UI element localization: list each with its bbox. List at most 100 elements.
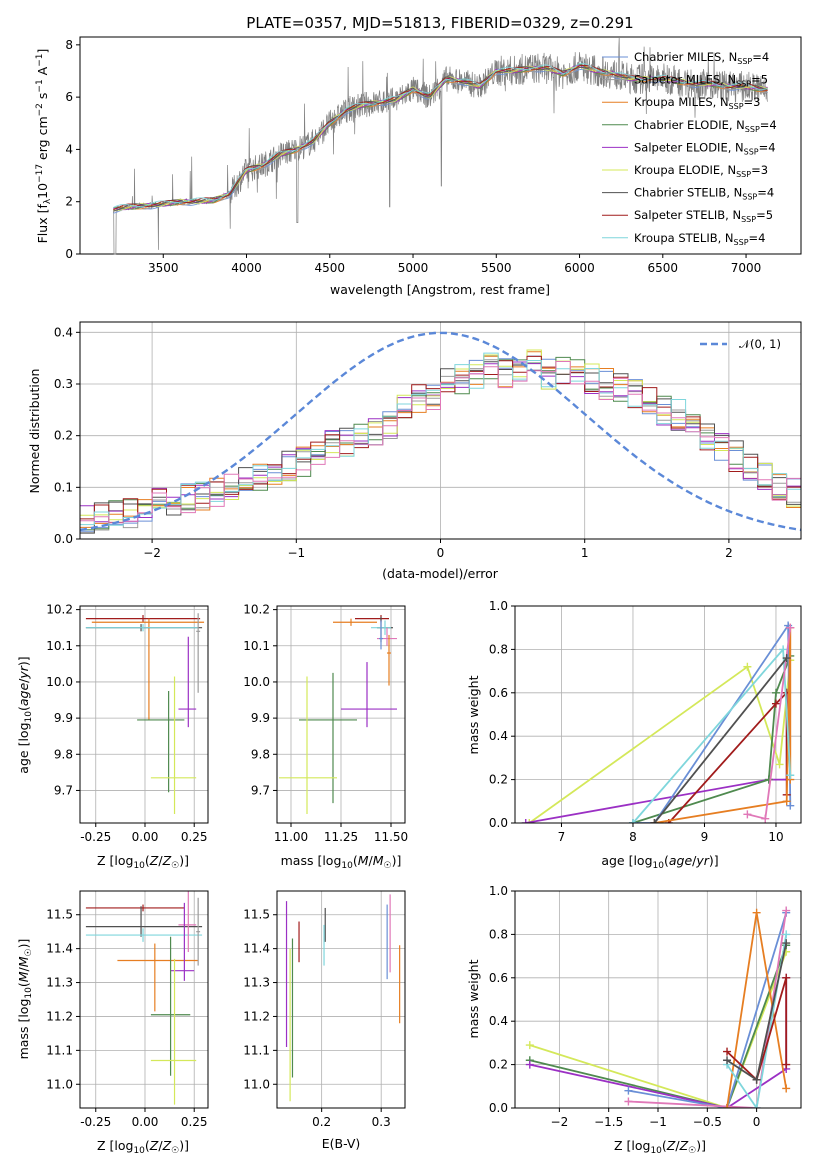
spectrum-ylabel: Flux [fλ10−17 erg cm−2 s−1 A−1] <box>35 49 53 244</box>
panel-ytick-label: 10.2 <box>46 603 73 617</box>
weight-marker <box>786 771 795 780</box>
mass-vs-metallicity-panel: -0.25 0.00 0.25 11.0 11.1 11.2 11.3 11.4 11.5 <box>46 890 209 1129</box>
panel-ytick-label: 0.0 <box>489 1101 508 1115</box>
weight-marker <box>624 1097 633 1106</box>
weight-line <box>529 951 788 1108</box>
panel-xtick-label: 0.25 <box>181 1115 208 1129</box>
weight-vs-metallicity-panel: −2 −1.5 −1 −0.5 0 0.0 0.2 0.4 0.6 0.8 1.0 <box>489 884 802 1129</box>
panel-ytick-label: 11.5 <box>46 908 73 922</box>
weight-line <box>726 977 788 1082</box>
panel-ytick-label: 11.3 <box>243 976 270 990</box>
panel-frame <box>514 605 802 824</box>
gaussian-curve <box>79 331 802 532</box>
weight-marker <box>764 775 773 784</box>
panel-ytick-label: 11.1 <box>46 1043 73 1057</box>
panel-marks <box>279 615 397 814</box>
weight-marker <box>761 814 770 823</box>
panel-ytick-label: 11.4 <box>46 942 73 956</box>
gaussian-legend-label: 𝒩(0, 1) <box>739 337 781 351</box>
model-spectrum-line <box>113 65 768 211</box>
histogram-xlabel: (data-model)/error <box>382 566 499 581</box>
weight-marker <box>723 1056 732 1065</box>
age-z-xlabel: Z [log10(Z/Z☉)] <box>97 853 189 871</box>
legend-entry: Chabrier STELIB, NSSP=4 <box>634 186 774 202</box>
panel-ytick-label: 11.4 <box>243 942 270 956</box>
panel-xtick-label: −0.5 <box>693 1115 722 1129</box>
panel-ytick-label: 9.9 <box>251 711 270 725</box>
spectrum-xtick-label: 5500 <box>481 261 512 275</box>
panel-frame <box>79 890 209 1109</box>
panel-frame <box>79 605 209 824</box>
panel-ytick-label: 11.2 <box>46 1009 73 1023</box>
spectrum-xtick-label: 6500 <box>648 261 679 275</box>
panel-xtick-label: 0.25 <box>181 830 208 844</box>
spectrum-legend: Chabrier MILES, NSSP=4 Salpeter MILES, NS… <box>602 50 777 247</box>
legend-entry: Salpeter MILES, NSSP=5 <box>634 73 768 89</box>
weight-line <box>653 657 788 823</box>
panel-xtick-label: 11.50 <box>374 830 408 844</box>
panel-xtick-label: −1.5 <box>594 1115 623 1129</box>
weight-marker <box>525 1060 534 1069</box>
weight-marker <box>782 939 791 948</box>
weight-age-xlabel: age [log10(age/yr)] <box>601 853 718 871</box>
hist-xtick-label: −2 <box>143 546 161 560</box>
hist-xtick-label: 1 <box>581 546 589 560</box>
histogram-steps <box>80 349 801 534</box>
panel-ytick-label: 10.0 <box>243 675 270 689</box>
spectrum-ytick-label: 8 <box>65 38 73 52</box>
panel-xtick-label: -0.25 <box>80 830 111 844</box>
mass-z-ylabel: mass [log10(M/M☉)] <box>16 939 34 1060</box>
panel-ytick-label: 11.0 <box>243 1077 270 1091</box>
panel-xtick-label: −2 <box>551 1115 569 1129</box>
age-mass-xlabel: mass [log10(M/M☉)] <box>281 853 402 871</box>
panel-xtick-label: -0.25 <box>80 1115 111 1129</box>
panel-ytick-label: 0.6 <box>489 686 508 700</box>
weight-marker <box>521 819 530 823</box>
weight-marker <box>782 906 791 915</box>
panel-ytick-label: 0.2 <box>489 773 508 787</box>
spectrum-xlabel: wavelength [Angstrom, rest frame] <box>330 282 550 297</box>
panel-marks <box>285 894 401 1102</box>
panel-ytick-label: 0.6 <box>489 971 508 985</box>
histogram-ticks: −2 −1 0 1 2 0.0 0.1 0.2 0.3 0.4 <box>54 325 733 560</box>
weight-marker <box>775 760 784 769</box>
weight-line <box>654 627 792 823</box>
panel-frame <box>276 890 406 1109</box>
weight-marker <box>786 623 795 632</box>
panel-ytick-label: 1.0 <box>489 884 508 898</box>
panel-xtick-label: −1 <box>649 1115 667 1129</box>
panel-ytick-label: 0.8 <box>489 642 508 656</box>
panel-ytick-label: 9.7 <box>251 783 270 797</box>
spectrum-ytick-label: 4 <box>65 142 73 156</box>
legend-entry: Chabrier ELODIE, NSSP=4 <box>634 118 777 134</box>
weight-line <box>628 910 788 1108</box>
panel-ytick-label: 9.8 <box>54 747 73 761</box>
spectrum-xtick-label: 4500 <box>314 261 345 275</box>
panel-marks <box>521 621 795 823</box>
weight-marker <box>782 930 791 939</box>
panel-xtick-label: 0 <box>753 1115 761 1129</box>
panel-ytick-label: 11.0 <box>46 1077 73 1091</box>
weight-marker <box>779 645 788 654</box>
legend-entry: Kroupa ELODIE, NSSP=3 <box>634 163 768 179</box>
panel-ytick-label: 1.0 <box>489 599 508 613</box>
weight-z-xlabel: Z [log10(Z/Z☉)] <box>614 1138 706 1156</box>
panel-ytick-label: 10.0 <box>46 675 73 689</box>
weight-marker <box>525 819 534 823</box>
weight-line <box>628 912 788 1108</box>
weight-vs-age-panel: 7 8 9 10 0.0 0.2 0.4 0.6 0.8 1.0 <box>489 599 802 844</box>
weight-line <box>528 660 792 823</box>
panel-xtick-label: 11.00 <box>274 830 308 844</box>
weight-line <box>632 655 792 823</box>
hist-ytick-label: 0.3 <box>54 377 73 391</box>
spectrum-ticks: 3500 4000 4500 5000 5500 6000 6500 7000 0 2 4 6 8 <box>65 38 761 275</box>
panel-ytick-label: 10.2 <box>243 603 270 617</box>
panel-xtick-label: 0.2 <box>312 1115 331 1129</box>
mass-z-xlabel: Z [log10(Z/Z☉)] <box>97 1138 189 1156</box>
panel-ytick-label: 10.1 <box>46 639 73 653</box>
hist-ytick-label: 0.0 <box>54 532 73 546</box>
model-spectrum-line <box>113 62 768 208</box>
spectrum-xtick-label: 3500 <box>148 261 179 275</box>
panel-ytick-label: 9.7 <box>54 783 73 797</box>
